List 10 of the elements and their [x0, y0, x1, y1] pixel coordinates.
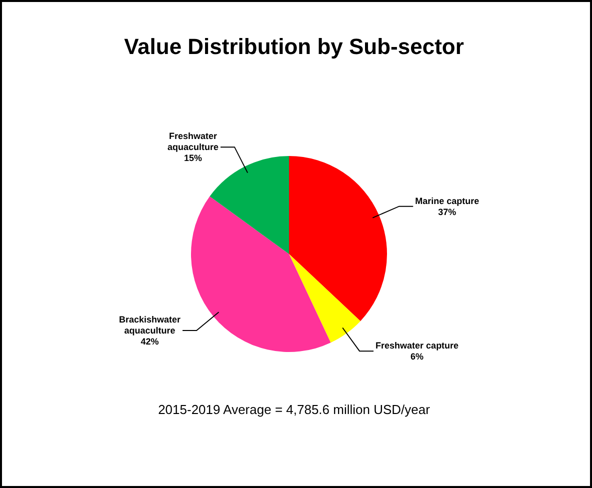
- data-label: 42%: [140, 336, 159, 346]
- data-label: 15%: [184, 153, 202, 164]
- slice-label: Brackishwater aquaculture: [119, 314, 182, 336]
- slice-label: Freshwater aquaculture: [168, 131, 219, 152]
- chart-title: Value Distribution by Sub-sector: [124, 34, 464, 59]
- data-label: 6%: [410, 352, 424, 362]
- slice-label: Freshwater capture: [376, 340, 459, 351]
- slice-label: Marine capture: [415, 196, 480, 206]
- text: 2015-2019 Average = 4,785.6 million USD/year: [158, 402, 431, 417]
- data-label: 37%: [438, 206, 456, 217]
